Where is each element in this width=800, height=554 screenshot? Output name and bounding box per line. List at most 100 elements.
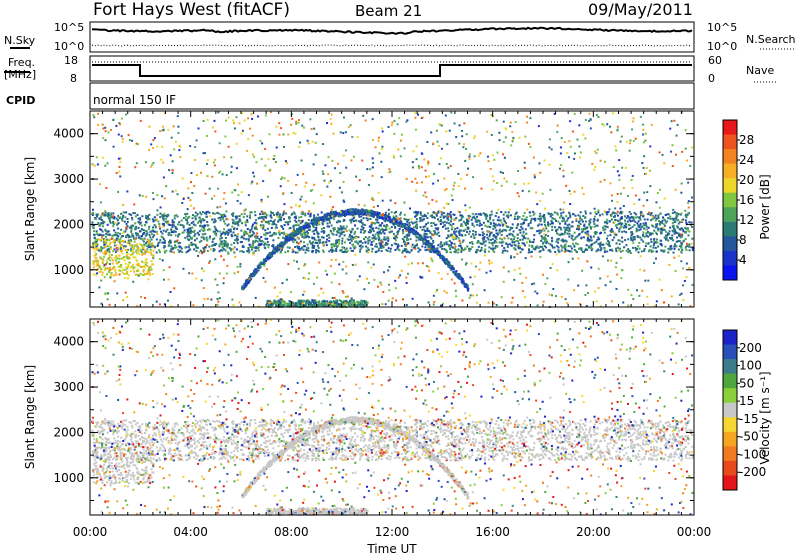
power-cell bbox=[577, 228, 580, 231]
power-cell bbox=[359, 250, 362, 253]
power-cell bbox=[247, 247, 250, 250]
power-cell bbox=[254, 249, 257, 252]
power-cell bbox=[304, 224, 307, 227]
power-cell bbox=[309, 303, 312, 306]
power-cell bbox=[464, 234, 467, 237]
power-cell bbox=[576, 226, 579, 229]
power-cell bbox=[385, 224, 388, 227]
power-cell bbox=[459, 244, 462, 247]
power-cell bbox=[598, 214, 601, 217]
power-cell bbox=[547, 234, 550, 237]
power-cell bbox=[337, 231, 340, 234]
power-cell bbox=[359, 302, 362, 305]
power-cell bbox=[355, 235, 358, 238]
power-cell bbox=[205, 244, 208, 247]
power-cell bbox=[357, 203, 360, 206]
power-cell bbox=[117, 232, 120, 235]
power-cell bbox=[365, 213, 368, 216]
power-cell bbox=[330, 224, 333, 227]
power-cell bbox=[275, 247, 278, 250]
power-cell bbox=[419, 212, 422, 215]
power-cell bbox=[581, 250, 584, 253]
power-cell bbox=[369, 209, 372, 212]
power-cell bbox=[106, 267, 109, 270]
power-cell bbox=[249, 245, 252, 248]
power-cell bbox=[244, 230, 247, 233]
power-cell bbox=[367, 248, 370, 251]
power-cell bbox=[690, 196, 693, 199]
power-cell bbox=[473, 137, 476, 140]
power-cell bbox=[173, 217, 176, 220]
power-cell bbox=[458, 211, 461, 214]
power-cell bbox=[114, 231, 117, 234]
power-cell bbox=[342, 154, 345, 157]
power-cell bbox=[619, 217, 622, 220]
beam-label: Beam 21 bbox=[355, 2, 422, 20]
power-cell bbox=[531, 227, 534, 230]
power-cell bbox=[254, 271, 257, 274]
power-cell bbox=[586, 248, 589, 251]
power-cell bbox=[267, 304, 270, 307]
power-cell bbox=[232, 212, 235, 215]
power-cell bbox=[191, 272, 194, 275]
power-cell bbox=[415, 223, 418, 226]
power-cell bbox=[633, 224, 636, 227]
power-cell bbox=[202, 233, 205, 236]
power-cell bbox=[291, 232, 294, 235]
power-cell bbox=[684, 219, 687, 222]
power-cell bbox=[202, 219, 205, 222]
power-cell bbox=[312, 220, 315, 223]
power-cell bbox=[352, 220, 355, 223]
power-cell bbox=[186, 231, 189, 234]
power-cell bbox=[488, 246, 491, 249]
power-cell bbox=[668, 263, 671, 266]
power-cell bbox=[347, 304, 350, 307]
power-cell bbox=[382, 246, 385, 249]
power-cell bbox=[492, 219, 495, 222]
power-cell bbox=[167, 278, 170, 281]
power-cell bbox=[636, 222, 639, 225]
power-cell bbox=[427, 246, 430, 249]
power-cell bbox=[618, 219, 621, 222]
power-cell bbox=[685, 276, 688, 279]
power-cell bbox=[139, 265, 142, 268]
power-cell bbox=[490, 113, 493, 116]
power-cell bbox=[556, 213, 559, 216]
power-cell bbox=[383, 229, 386, 232]
power-cell bbox=[313, 232, 316, 235]
power-cell bbox=[420, 238, 423, 241]
power-cell bbox=[257, 244, 260, 247]
power-cell bbox=[430, 224, 433, 227]
power-cell bbox=[267, 246, 270, 249]
power-cell bbox=[201, 211, 204, 214]
power-cell bbox=[371, 237, 374, 240]
nave-tick-bottom: 0 bbox=[708, 72, 715, 85]
power-cell bbox=[324, 304, 327, 307]
power-cell bbox=[328, 240, 331, 243]
power-cell bbox=[660, 239, 663, 242]
power-cell bbox=[117, 222, 120, 225]
power-cell bbox=[119, 264, 122, 267]
power-cell bbox=[322, 249, 325, 252]
power-cell bbox=[690, 221, 693, 224]
power-cell bbox=[191, 226, 194, 229]
power-cell bbox=[350, 239, 353, 242]
power-cell bbox=[613, 236, 616, 239]
power-cell bbox=[685, 227, 688, 230]
power-cell bbox=[106, 223, 109, 226]
power-cell bbox=[322, 244, 325, 247]
power-cell bbox=[115, 217, 118, 220]
power-cell bbox=[214, 227, 217, 230]
power-cell bbox=[502, 217, 505, 220]
power-cell bbox=[400, 244, 403, 247]
power-cell bbox=[466, 220, 469, 223]
power-cell bbox=[247, 279, 250, 282]
power-cell bbox=[315, 249, 318, 252]
power-cell bbox=[686, 228, 689, 231]
power-cell bbox=[264, 212, 267, 215]
power-cell bbox=[251, 117, 254, 120]
power-cell bbox=[390, 226, 393, 229]
power-cell bbox=[487, 238, 490, 241]
power-cell bbox=[298, 249, 301, 252]
power-cell bbox=[637, 236, 640, 239]
